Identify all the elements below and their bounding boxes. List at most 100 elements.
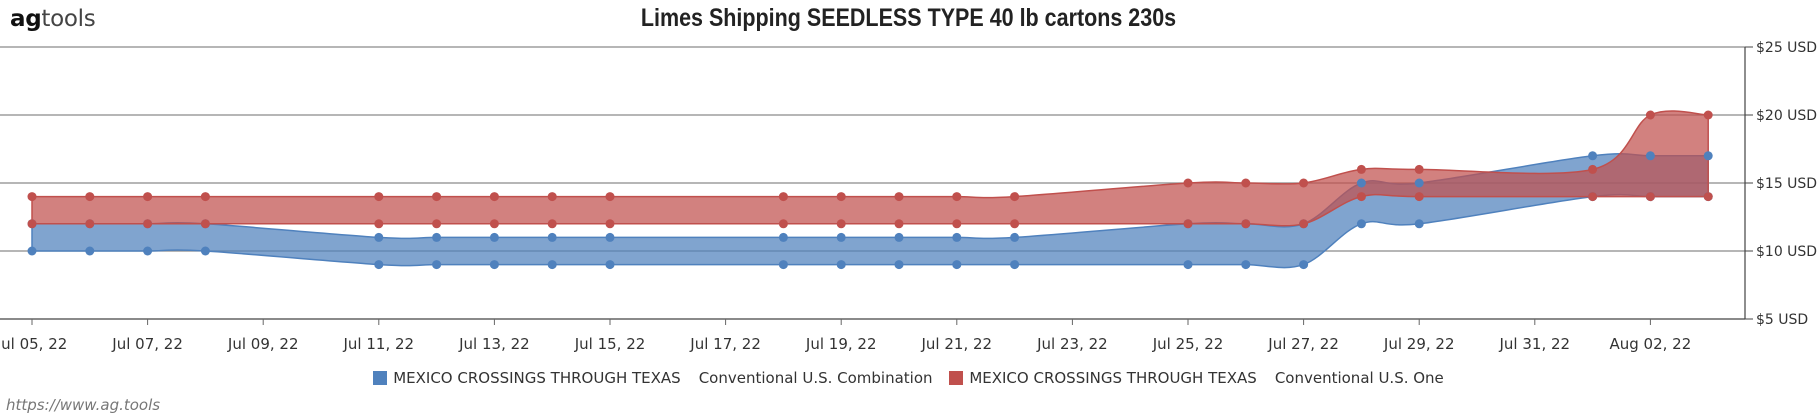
data-point-low[interactable]	[1183, 219, 1193, 229]
data-point-low[interactable]	[1645, 192, 1655, 202]
data-point-high[interactable]	[432, 192, 442, 202]
data-point-high[interactable]	[1588, 151, 1598, 161]
legend-item-us-one[interactable]: MEXICO CROSSINGS THROUGH TEXAS Conventio…	[949, 369, 1444, 387]
data-point-high[interactable]	[547, 192, 557, 202]
data-point-low[interactable]	[1414, 192, 1424, 202]
x-tick-label: Jul 15, 22	[574, 335, 646, 353]
data-point-low[interactable]	[547, 219, 557, 229]
data-point-high[interactable]	[1299, 178, 1309, 188]
legend-item-combination[interactable]: MEXICO CROSSINGS THROUGH TEXAS Conventio…	[373, 369, 933, 387]
data-point-low[interactable]	[374, 260, 384, 270]
x-tick-label: Aug 02, 22	[1610, 335, 1692, 353]
data-point-high[interactable]	[1356, 164, 1366, 174]
data-point-low[interactable]	[778, 260, 788, 270]
data-point-high[interactable]	[952, 232, 962, 242]
data-point-low[interactable]	[1010, 260, 1020, 270]
data-point-low[interactable]	[85, 246, 95, 256]
data-point-low[interactable]	[778, 219, 788, 229]
y-tick-label: $5 USD	[1756, 312, 1808, 328]
data-point-high[interactable]	[374, 192, 384, 202]
data-point-low[interactable]	[1183, 260, 1193, 270]
data-point-low[interactable]	[200, 246, 210, 256]
data-point-low[interactable]	[1588, 192, 1598, 202]
source-credit-link[interactable]: https://www.ag.tools	[6, 396, 161, 414]
data-point-low[interactable]	[952, 219, 962, 229]
data-point-low[interactable]	[432, 219, 442, 229]
x-axis-ticks: Jul 05, 22 Jul 07, 22 Jul 09, 22 Jul 11, 22…	[0, 319, 1691, 353]
legend: MEXICO CROSSINGS THROUGH TEXAS Conventio…	[0, 369, 1817, 389]
data-point-high[interactable]	[605, 232, 615, 242]
data-point-high[interactable]	[1703, 110, 1713, 120]
data-point-low[interactable]	[952, 260, 962, 270]
x-tick-label: Jul 25, 22	[1152, 335, 1224, 353]
data-point-high[interactable]	[894, 192, 904, 202]
data-point-high[interactable]	[1010, 192, 1020, 202]
data-point-low[interactable]	[374, 219, 384, 229]
series-points	[27, 110, 1713, 270]
data-point-low[interactable]	[432, 260, 442, 270]
x-tick-label: Jul 05, 22	[0, 335, 67, 353]
data-point-high[interactable]	[1645, 151, 1655, 161]
data-point-low[interactable]	[489, 260, 499, 270]
legend-series-source: Conventional U.S. One	[1274, 369, 1444, 387]
data-point-low[interactable]	[605, 260, 615, 270]
x-tick-label: Jul 09, 22	[227, 335, 299, 353]
series-areas	[31, 110, 1709, 269]
data-point-low[interactable]	[1356, 192, 1366, 202]
data-point-low[interactable]	[894, 260, 904, 270]
x-tick-label: Jul 07, 22	[111, 335, 183, 353]
data-point-low[interactable]	[143, 219, 153, 229]
data-point-low[interactable]	[27, 246, 37, 256]
data-point-low[interactable]	[605, 219, 615, 229]
data-point-low[interactable]	[1299, 219, 1309, 229]
agtools-logo[interactable]: agtools	[10, 6, 96, 32]
x-tick-label: Jul 13, 22	[458, 335, 530, 353]
data-point-high[interactable]	[85, 192, 95, 202]
data-point-high[interactable]	[489, 192, 499, 202]
data-point-high[interactable]	[27, 192, 37, 202]
logo-bold-text: ag	[10, 6, 42, 32]
data-point-low[interactable]	[1703, 192, 1713, 202]
legend-series-name: MEXICO CROSSINGS THROUGH TEXAS	[393, 369, 681, 387]
data-point-high[interactable]	[894, 232, 904, 242]
data-point-high[interactable]	[1588, 164, 1598, 174]
data-point-low[interactable]	[85, 219, 95, 229]
data-point-high[interactable]	[952, 192, 962, 202]
data-point-high[interactable]	[547, 232, 557, 242]
data-point-high[interactable]	[778, 192, 788, 202]
data-point-high[interactable]	[200, 192, 210, 202]
data-point-low[interactable]	[143, 246, 153, 256]
data-point-high[interactable]	[143, 192, 153, 202]
data-point-high[interactable]	[778, 232, 788, 242]
data-point-low[interactable]	[836, 219, 846, 229]
y-tick-label: $25 USD	[1756, 40, 1817, 56]
data-point-high[interactable]	[374, 232, 384, 242]
data-point-high[interactable]	[836, 192, 846, 202]
data-point-high[interactable]	[1703, 151, 1713, 161]
data-point-low[interactable]	[547, 260, 557, 270]
data-point-high[interactable]	[1645, 110, 1655, 120]
data-point-low[interactable]	[1299, 260, 1309, 270]
y-tick-label: $20 USD	[1756, 108, 1817, 124]
x-tick-label: Jul 27, 22	[1267, 335, 1339, 353]
data-point-high[interactable]	[1356, 178, 1366, 188]
data-point-high[interactable]	[1183, 178, 1193, 188]
data-point-high[interactable]	[1414, 164, 1424, 174]
data-point-low[interactable]	[200, 219, 210, 229]
data-point-low[interactable]	[894, 219, 904, 229]
data-point-low[interactable]	[1356, 219, 1366, 229]
data-point-high[interactable]	[1241, 178, 1251, 188]
data-point-high[interactable]	[489, 232, 499, 242]
data-point-low[interactable]	[836, 260, 846, 270]
data-point-low[interactable]	[1241, 219, 1251, 229]
data-point-low[interactable]	[1241, 260, 1251, 270]
data-point-high[interactable]	[605, 192, 615, 202]
data-point-low[interactable]	[1414, 219, 1424, 229]
data-point-high[interactable]	[836, 232, 846, 242]
data-point-high[interactable]	[1010, 232, 1020, 242]
data-point-low[interactable]	[27, 219, 37, 229]
data-point-low[interactable]	[1010, 219, 1020, 229]
data-point-low[interactable]	[489, 219, 499, 229]
data-point-high[interactable]	[1414, 178, 1424, 188]
data-point-high[interactable]	[432, 232, 442, 242]
